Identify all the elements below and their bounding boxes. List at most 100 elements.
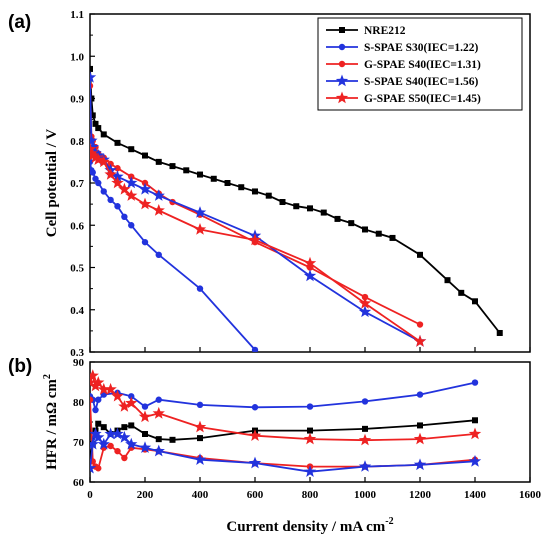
data-point [224,180,231,186]
panel-a-label: (a) [8,12,31,33]
x-tick-label: 1200 [409,489,432,501]
data-point [358,296,372,309]
data-point [193,453,207,465]
y-tick-label: 0.6 [70,220,84,232]
data-point [118,182,131,195]
data-point [293,203,300,210]
legend-marker [338,43,346,51]
data-point [320,209,327,216]
data-point [210,175,217,182]
data-point [472,417,478,424]
data-point [111,427,124,440]
data-point [334,215,341,222]
series-line [90,161,256,351]
data-point [90,65,93,72]
legend-item: NRE212 [326,25,406,37]
data-point [114,203,121,210]
data-point [468,427,482,440]
data-point [97,155,110,168]
data-point [472,298,478,305]
data-point [152,204,165,216]
data-point [416,321,424,328]
y-tick-label: 0.7 [70,178,84,190]
data-point [307,205,313,212]
data-point [468,454,482,467]
data-point [125,437,138,450]
data-point [183,167,190,174]
data-point [358,305,372,318]
data-point [138,182,152,195]
data-point [95,125,102,132]
data-point [92,406,99,414]
data-point [358,460,372,472]
series-1 [90,158,259,352]
data-point [90,437,99,450]
data-point [90,151,102,163]
legend: NRE212 S-SPAE S30(IEC=1.22) G-SPAE S40(IEC… [317,17,523,111]
data-point [251,346,259,352]
y-tick-label: 1.0 [70,51,84,63]
legend-marker [339,27,345,33]
legend-marker [335,91,349,104]
y-tick-label: 0.4 [70,305,84,317]
data-point [111,176,124,189]
data-point [361,398,369,405]
x-tick-label: 1000 [354,489,377,501]
data-point [155,158,162,165]
data-point [104,168,117,180]
data-point [95,420,102,427]
y-tick-label: 0.9 [70,94,84,106]
legend-item: G-SPAE S40(IEC=1.31) [326,59,481,71]
x-tick-label: 0 [87,489,93,501]
data-point [128,222,135,229]
data-point [107,442,114,450]
data-point [306,403,314,410]
data-point [413,334,427,347]
data-point [114,165,121,172]
data-point [100,188,107,195]
data-point [303,465,317,477]
data-point [358,433,372,446]
data-point [90,158,94,166]
legend-marker [338,60,346,68]
data-point [104,427,117,440]
data-point [248,233,262,246]
y-tick-label: 0.5 [70,263,84,275]
data-point [389,234,396,241]
data-point [348,220,355,227]
x-tick-label: 200 [137,489,154,501]
x-tick-label: 1400 [464,489,487,501]
y-tick-label: 70 [73,437,85,449]
data-point [121,424,128,431]
data-point [138,197,152,210]
data-point [458,289,465,296]
data-point [197,171,203,178]
legend-label: S-SPAE S40(IEC=1.56) [364,76,478,88]
data-point [92,376,105,388]
panel-b-label: (b) [8,356,32,377]
data-point [125,176,138,189]
legend-marker [335,74,349,87]
data-point [114,139,121,146]
panel-b-series [90,369,482,477]
data-point [303,269,317,282]
legend-label: NRE212 [364,25,406,37]
data-point [238,184,245,191]
x-tick-label: 400 [192,489,209,501]
data-point [362,226,368,233]
data-point [362,425,368,432]
data-point [193,420,207,433]
data-point [118,400,131,412]
data-point [169,163,176,170]
data-point [196,285,204,292]
panel-b: (b) 60 70 80 90 0 200 400 600 800 1000 1200 1400 16… [8,356,542,535]
data-point [307,427,313,434]
data-point [155,251,162,259]
data-point [197,435,203,442]
series-4 [90,369,482,446]
data-point [111,389,124,402]
x-tick-label: 600 [247,489,264,501]
panel-a-y-label: Cell potential / V [44,129,60,238]
data-point [90,112,96,119]
data-point [279,199,286,206]
